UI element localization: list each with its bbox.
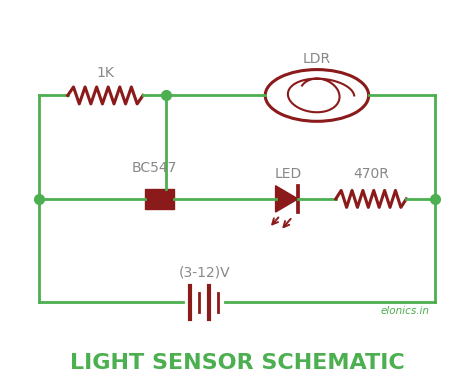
Text: elonics.in: elonics.in bbox=[381, 307, 430, 316]
Text: LED: LED bbox=[275, 167, 302, 181]
Text: LIGHT SENSOR SCHEMATIC: LIGHT SENSOR SCHEMATIC bbox=[70, 353, 404, 373]
Polygon shape bbox=[275, 186, 298, 212]
Text: LDR: LDR bbox=[303, 52, 331, 66]
Text: 470R: 470R bbox=[353, 167, 389, 181]
Text: 1K: 1K bbox=[96, 66, 114, 80]
Text: (3-12)V: (3-12)V bbox=[178, 266, 230, 280]
Text: BC547: BC547 bbox=[132, 161, 177, 175]
Bar bbox=[146, 189, 173, 209]
